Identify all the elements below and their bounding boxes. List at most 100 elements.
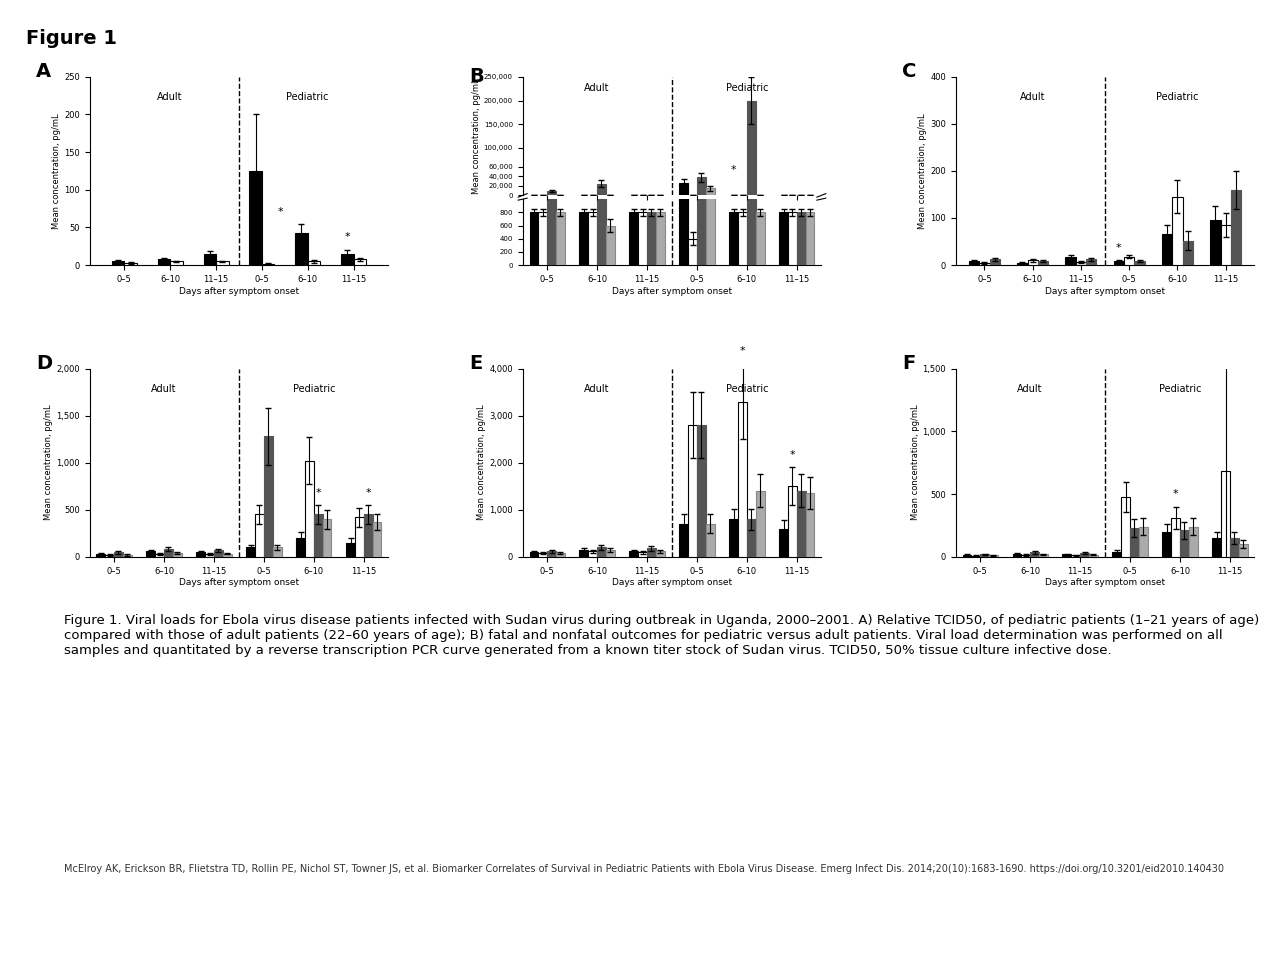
Bar [630, 212, 639, 265]
Bar [1171, 517, 1180, 557]
Bar [530, 212, 539, 265]
Bar [989, 259, 1000, 265]
Bar [1230, 538, 1239, 557]
Bar [155, 554, 164, 557]
Bar [639, 552, 646, 557]
Text: Pediatric: Pediatric [726, 83, 768, 93]
Text: Figure 1. Viral loads for Ebola virus disease patients infected with Sudan virus: Figure 1. Viral loads for Ebola virus di… [64, 614, 1260, 658]
Bar [530, 552, 539, 557]
Bar [170, 261, 183, 265]
Text: *: * [790, 450, 795, 460]
Bar [547, 551, 556, 557]
Text: B: B [468, 67, 484, 86]
Bar [979, 263, 989, 265]
Bar [689, 239, 698, 265]
Bar [1080, 553, 1089, 557]
Bar [739, 401, 748, 557]
Bar [605, 226, 614, 265]
Text: *: * [344, 232, 351, 243]
Text: Pediatric: Pediatric [287, 92, 329, 102]
Bar [556, 553, 564, 557]
X-axis label: Days after symptom onset: Days after symptom onset [1044, 286, 1165, 296]
Bar [216, 261, 229, 265]
Bar [1210, 221, 1221, 265]
X-axis label: Days after symptom onset: Days after symptom onset [179, 578, 300, 588]
Text: C: C [902, 61, 916, 81]
Bar [323, 519, 332, 557]
Bar [1018, 263, 1028, 265]
Text: *: * [365, 488, 371, 497]
Bar [305, 461, 314, 557]
Bar [105, 555, 114, 557]
Bar [698, 425, 705, 557]
X-axis label: Days after symptom onset: Days after symptom onset [1044, 578, 1165, 588]
Bar [969, 261, 979, 265]
Bar [805, 212, 814, 265]
Bar [124, 263, 137, 265]
Text: *: * [278, 206, 283, 217]
Bar [639, 212, 646, 265]
Bar [698, 0, 705, 265]
Bar [580, 550, 589, 557]
Bar [556, 212, 564, 265]
Text: *: * [1116, 243, 1121, 252]
Bar [705, 188, 714, 196]
Text: Adult: Adult [585, 83, 609, 93]
Bar [353, 259, 366, 265]
Bar [223, 554, 232, 557]
Bar [123, 555, 132, 557]
Text: Pediatric: Pediatric [1156, 92, 1198, 102]
Bar [1030, 552, 1039, 557]
Bar [755, 212, 764, 265]
Bar [1172, 197, 1183, 265]
Bar [296, 538, 305, 557]
Bar [1239, 544, 1248, 557]
Bar [580, 212, 589, 265]
Bar [989, 555, 998, 557]
Bar [739, 212, 748, 265]
Text: E: E [468, 353, 483, 372]
Bar [780, 529, 788, 557]
Bar [157, 259, 170, 265]
X-axis label: Days after symptom onset: Days after symptom onset [612, 286, 732, 296]
Bar [646, 212, 655, 265]
Bar [205, 554, 214, 557]
Bar [1183, 241, 1193, 265]
Bar [96, 554, 105, 557]
Bar [797, 491, 805, 557]
Bar [246, 547, 255, 557]
Text: Adult: Adult [1018, 384, 1043, 394]
Bar [655, 551, 664, 557]
Bar [1121, 496, 1130, 557]
Bar [596, 183, 605, 196]
Text: Pediatric: Pediatric [293, 384, 335, 394]
Y-axis label: Mean concentration, pg/mL: Mean concentration, pg/mL [45, 405, 54, 520]
Bar [307, 261, 320, 265]
Bar [748, 0, 755, 265]
Bar [114, 552, 123, 557]
Bar [214, 550, 223, 557]
Text: F: F [902, 353, 915, 372]
Bar [1212, 538, 1221, 557]
Bar [547, 0, 556, 265]
Bar [630, 551, 639, 557]
Bar [655, 212, 664, 265]
X-axis label: Days after symptom onset: Days after symptom onset [179, 286, 300, 296]
Bar [1139, 527, 1148, 557]
Text: Adult: Adult [151, 384, 177, 394]
Bar [680, 182, 689, 196]
Bar [1038, 261, 1048, 265]
Y-axis label: Mean concentration, pg/mL: Mean concentration, pg/mL [472, 79, 481, 194]
Bar [255, 515, 264, 557]
Bar [196, 552, 205, 557]
Bar [1231, 190, 1242, 265]
Bar [589, 551, 596, 557]
Bar [1162, 532, 1171, 557]
Text: D: D [36, 353, 52, 372]
Text: *: * [731, 165, 736, 176]
Bar [264, 437, 273, 557]
Text: Pediatric: Pediatric [726, 384, 768, 394]
Bar [1012, 554, 1021, 557]
Bar [680, 0, 689, 265]
Text: *: * [740, 347, 745, 356]
